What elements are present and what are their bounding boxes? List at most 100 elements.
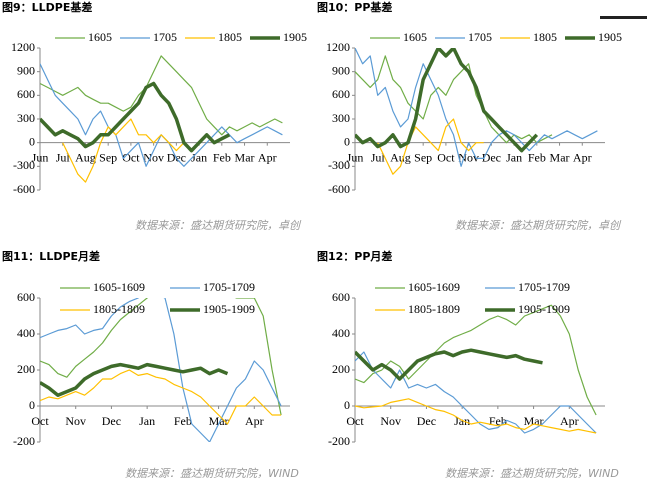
series-line [40, 298, 282, 416]
y-tick-label: 300 [17, 111, 35, 125]
x-tick-label: Jan [139, 414, 155, 428]
x-tick-label: Jul [56, 150, 71, 164]
legend-label: 1705-1709 [203, 280, 255, 294]
x-tick-label: Mar [209, 414, 229, 428]
header-bar [600, 16, 647, 19]
source-note: 数据来源：盛达期货研究院，WIND [445, 467, 619, 480]
y-tick-label: -300 [13, 158, 35, 172]
y-tick-label: 900 [17, 63, 35, 77]
y-tick-label: 0 [344, 398, 350, 412]
x-tick-label: Mar [550, 150, 570, 164]
legend-label: 1905 [598, 30, 622, 44]
plot [40, 55, 283, 183]
series-line [40, 81, 231, 153]
x-tick-label: Feb [174, 414, 192, 428]
y-tick-label: 1200 [11, 40, 35, 54]
x-tick-label: Nov [143, 150, 164, 164]
series-line [40, 298, 282, 442]
y-tick-label: -300 [328, 158, 350, 172]
legend-label: 1705 [468, 30, 492, 44]
x-tick-label: Oct [346, 414, 364, 428]
y-tick-label: 600 [17, 87, 35, 101]
legend-label: 1605-1609 [408, 280, 460, 294]
y-tick-label: 0 [344, 134, 350, 148]
series-line [355, 351, 597, 434]
x-tick-label: Oct [31, 414, 49, 428]
chart-title: 图10：PP基差 [317, 0, 392, 14]
x-tick-label: Apr [560, 414, 579, 428]
x-tick-label: Dec [417, 414, 436, 428]
y-tick-label: -600 [328, 182, 350, 196]
x-tick-label: Apr [573, 150, 592, 164]
legend-label: 1705-1709 [518, 280, 570, 294]
x-tick-label: Feb [213, 150, 231, 164]
x-tick-label: Nov [380, 414, 401, 428]
plot [40, 298, 282, 442]
source-note: 数据来源：盛达期货研究院，卓创 [135, 219, 302, 232]
legend-label: 1805 [533, 30, 557, 44]
x-tick-label: Jan [506, 150, 522, 164]
x-tick-label: Apr [245, 414, 264, 428]
x-tick-label: Jun [347, 150, 364, 164]
legend-label: 1905-1909 [203, 302, 255, 316]
plot [355, 48, 598, 175]
chart-title: 图12：PP月差 [317, 249, 392, 263]
x-tick-label: Mar [524, 414, 544, 428]
series-line [355, 55, 553, 144]
legend-label: 1805 [218, 30, 242, 44]
plot [355, 304, 597, 434]
x-tick-label: Apr [258, 150, 277, 164]
legend-label: 1905 [283, 30, 307, 44]
y-tick-label: 600 [17, 290, 35, 304]
source-note: 数据来源：盛达期货研究院，WIND [125, 467, 299, 480]
legend-label: 1605 [403, 30, 427, 44]
y-tick-label: 0 [29, 134, 35, 148]
series-line [355, 48, 598, 167]
x-tick-label: Sep [414, 150, 432, 164]
x-tick-label: Sep [99, 150, 117, 164]
y-tick-label: 1200 [326, 40, 350, 54]
y-tick-label: 200 [17, 362, 35, 376]
y-tick-label: 600 [332, 290, 350, 304]
x-tick-label: Jun [32, 150, 49, 164]
series-line [40, 362, 229, 397]
x-tick-label: Jan [191, 150, 207, 164]
x-tick-label: Aug [75, 150, 96, 164]
chart-title: 图9：LLDPE基差 [2, 0, 92, 14]
x-tick-label: Aug [390, 150, 411, 164]
x-tick-label: Feb [528, 150, 546, 164]
legend-label: 1705 [153, 30, 177, 44]
y-tick-label: 400 [17, 326, 35, 340]
series-line [355, 48, 539, 153]
y-tick-label: 200 [332, 362, 350, 376]
series-line [62, 118, 192, 183]
source-note: 数据来源：盛达期货研究院，卓创 [455, 219, 622, 232]
series-line [355, 304, 597, 416]
series-line [377, 118, 484, 175]
legend-label: 1905-1909 [518, 302, 570, 316]
x-tick-label: Jul [371, 150, 386, 164]
y-tick-label: 0 [29, 398, 35, 412]
y-tick-label: -200 [13, 434, 35, 448]
legend-label: 1605-1609 [93, 280, 145, 294]
y-tick-label: -600 [13, 182, 35, 196]
x-tick-label: Oct [437, 150, 455, 164]
legend-label: 1805-1809 [93, 302, 145, 316]
x-tick-label: Dec [102, 414, 121, 428]
y-tick-label: 400 [332, 326, 350, 340]
y-tick-label: -200 [328, 434, 350, 448]
series-line [40, 369, 282, 425]
y-tick-label: 900 [332, 63, 350, 77]
series-line [40, 55, 283, 136]
x-tick-label: Mar [235, 150, 255, 164]
legend-label: 1605 [88, 30, 112, 44]
legend-label: 1805-1809 [408, 302, 460, 316]
series-line [355, 348, 543, 381]
y-tick-label: 300 [332, 111, 350, 125]
series-line [355, 398, 597, 434]
